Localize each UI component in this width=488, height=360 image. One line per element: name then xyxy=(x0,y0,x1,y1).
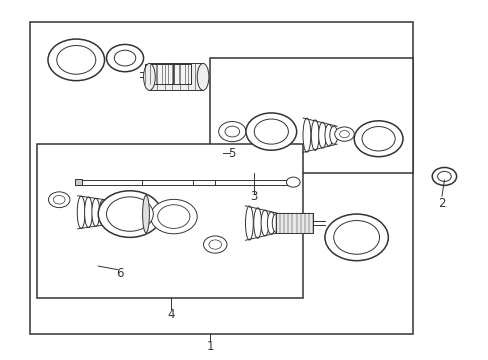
Circle shape xyxy=(245,113,296,150)
Text: 3: 3 xyxy=(250,190,257,203)
Ellipse shape xyxy=(143,63,155,90)
Circle shape xyxy=(106,44,143,72)
Bar xyxy=(75,179,82,185)
Circle shape xyxy=(106,197,153,231)
Circle shape xyxy=(437,171,450,181)
Circle shape xyxy=(353,121,402,157)
Ellipse shape xyxy=(311,120,319,150)
Ellipse shape xyxy=(253,208,261,238)
Circle shape xyxy=(57,45,96,74)
Circle shape xyxy=(286,177,300,187)
Text: 2: 2 xyxy=(437,197,445,210)
Bar xyxy=(144,64,190,84)
Bar xyxy=(37,144,303,298)
Ellipse shape xyxy=(92,198,100,226)
Circle shape xyxy=(98,191,161,237)
Circle shape xyxy=(158,205,189,228)
Circle shape xyxy=(203,236,226,253)
Ellipse shape xyxy=(105,201,113,224)
Circle shape xyxy=(431,167,456,185)
Circle shape xyxy=(114,50,136,66)
Bar xyxy=(210,58,412,173)
Ellipse shape xyxy=(261,210,268,236)
Circle shape xyxy=(339,131,348,138)
Circle shape xyxy=(218,122,245,141)
Text: 4: 4 xyxy=(167,308,175,321)
Bar xyxy=(276,213,312,233)
Ellipse shape xyxy=(84,197,92,228)
Ellipse shape xyxy=(303,118,310,152)
Circle shape xyxy=(254,119,288,144)
Circle shape xyxy=(48,39,104,81)
Bar xyxy=(149,63,203,90)
Circle shape xyxy=(334,127,353,141)
Ellipse shape xyxy=(99,200,107,225)
Ellipse shape xyxy=(325,125,332,146)
Ellipse shape xyxy=(318,122,326,148)
Circle shape xyxy=(150,199,197,234)
Ellipse shape xyxy=(272,214,280,232)
Bar xyxy=(30,22,412,334)
Text: 6: 6 xyxy=(116,267,123,280)
Circle shape xyxy=(361,127,394,151)
Circle shape xyxy=(48,192,70,208)
Ellipse shape xyxy=(142,195,149,233)
Circle shape xyxy=(333,221,379,254)
Circle shape xyxy=(224,126,239,137)
Circle shape xyxy=(208,240,221,249)
Ellipse shape xyxy=(77,196,85,228)
Ellipse shape xyxy=(267,212,275,234)
Ellipse shape xyxy=(329,126,337,144)
Ellipse shape xyxy=(197,63,208,90)
Text: 1: 1 xyxy=(206,340,214,353)
Circle shape xyxy=(325,214,387,261)
Ellipse shape xyxy=(245,206,253,240)
Circle shape xyxy=(53,195,65,204)
Text: 5: 5 xyxy=(228,147,236,159)
